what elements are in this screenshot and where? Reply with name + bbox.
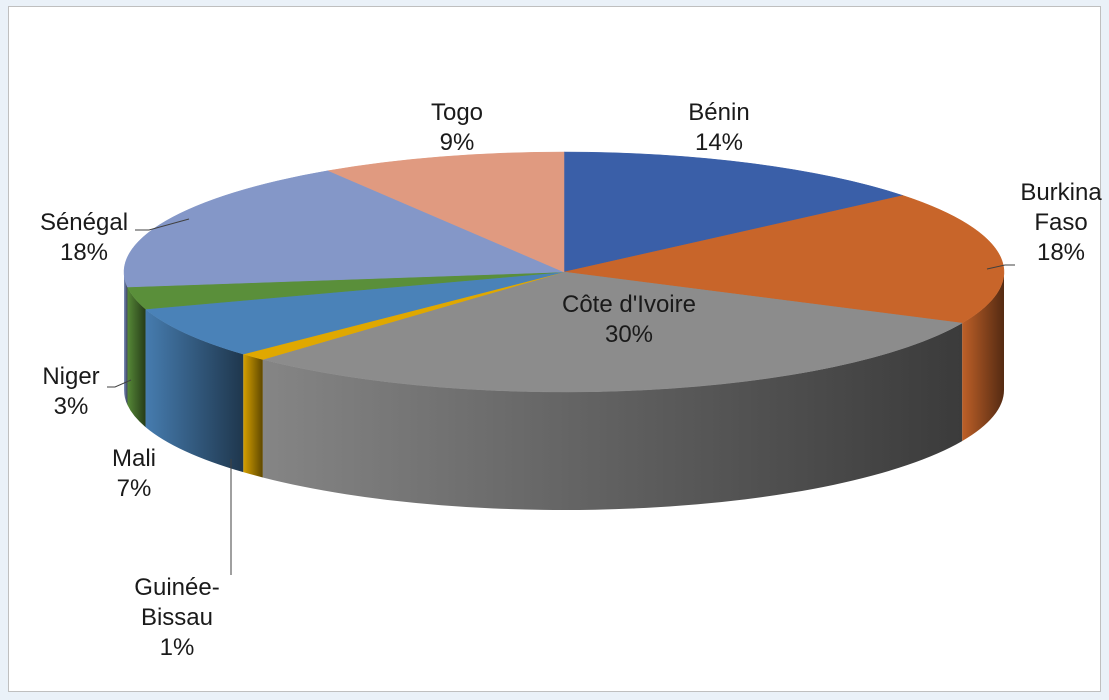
slice-percent-burkina-faso: 18% [1037,239,1085,266]
slice-label-guinee-bissau: Guinée- Bissau 1% [134,574,219,661]
slice-name-mali: Mali [112,445,156,472]
slice-name-senegal: Sénégal [40,209,128,236]
slice-percent-guinee-bissau: 1% [160,634,195,661]
slice-name-cote-d-ivoire: Côte d'Ivoire [562,291,696,318]
slice-label-togo: Togo 9% [431,99,483,156]
slice-percent-cote-d-ivoire: 30% [605,321,653,348]
slice-label-senegal: Sénégal 18% [40,209,128,266]
pie-tops [123,151,1005,393]
slice-percent-niger: 3% [54,393,89,420]
slice-label-burkina-faso: Burkina Faso 18% [1020,179,1102,266]
slice-name-niger: Niger [42,363,99,390]
slice-percent-benin: 14% [695,129,743,156]
slice-name-burkina-faso: Burkina [1020,179,1102,206]
slice-percent-togo: 9% [440,129,475,156]
slice-togo [327,151,565,273]
leader-line-niger [107,379,132,388]
slice-mali [144,271,565,355]
slice-labels: Bénin 14% Burkina Faso 18% Côte d'Ivoire 30% Gu… [40,99,1102,661]
slice-name-togo: Togo [431,99,483,126]
slice-senegal [123,170,565,288]
slice-label-mali: Mali 7% [112,445,156,502]
slice-side-mali [145,309,244,473]
slice-side-senegal [124,272,128,406]
leader-line-burkina-faso [986,264,1015,270]
slice-side-cote-d-ivoire [262,323,963,510]
slice-side-burkina-faso [962,272,1004,442]
leader-line-senegal [135,218,190,231]
slice-name-benin: Bénin [688,99,749,126]
leader-lines [107,218,1015,575]
slice-label-cote-d-ivoire: Côte d'Ivoire 30% [562,291,696,348]
slice-percent-mali: 7% [117,475,152,502]
slice-side-guinee-bissau [243,354,263,478]
slice-side-niger [127,287,146,428]
slice-burkina-faso [563,195,1005,324]
slice-name-guinee-bissau: Bissau [141,604,213,631]
pie-chart: Bénin 14% Burkina Faso 18% Côte d'Ivoire 30% Gu… [40,99,1102,661]
slice-name-burkina-faso: Faso [1034,209,1087,236]
chart-area: Bénin 14% Burkina Faso 18% Côte d'Ivoire 30% Gu… [8,6,1102,692]
slice-name-guinee-bissau: Guinée- [134,574,219,601]
slice-benin [563,151,904,273]
slice-cote-d-ivoire [261,271,963,393]
slice-percent-senegal: 18% [60,239,108,266]
slice-label-niger: Niger 3% [42,363,99,420]
slice-label-benin: Bénin 14% [688,99,749,156]
pie-sides [124,272,1004,510]
